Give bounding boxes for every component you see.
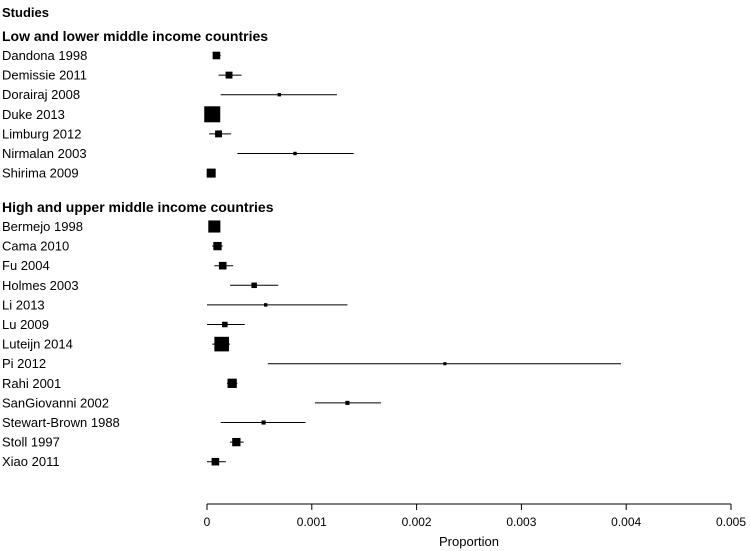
point-estimate bbox=[214, 336, 229, 352]
study-label: SanGiovanni 2002 bbox=[2, 395, 109, 410]
study-label: Bermejo 1998 bbox=[2, 219, 83, 234]
study-row: Stoll 1997 bbox=[2, 435, 244, 450]
study-label: Dorairaj 2008 bbox=[2, 87, 80, 102]
study-label: Lu 2009 bbox=[2, 317, 49, 332]
study-row: Lu 2009 bbox=[2, 317, 245, 332]
point-estimate bbox=[206, 168, 216, 178]
study-row: Rahi 2001 bbox=[2, 376, 238, 391]
point-estimate bbox=[261, 420, 266, 425]
study-row: Limburg 2012 bbox=[2, 126, 232, 141]
x-axis-title: Proportion bbox=[439, 534, 499, 549]
point-estimate bbox=[227, 378, 237, 388]
point-estimate bbox=[443, 362, 447, 366]
study-label: Li 2013 bbox=[2, 297, 45, 312]
point-estimate bbox=[204, 106, 221, 123]
study-label: Limburg 2012 bbox=[2, 126, 82, 141]
study-row: Holmes 2003 bbox=[2, 278, 279, 293]
study-row: Xiao 2011 bbox=[2, 454, 226, 469]
point-estimate bbox=[208, 220, 221, 233]
study-label: Dandona 1998 bbox=[2, 48, 87, 63]
study-label: Shirima 2009 bbox=[2, 166, 79, 181]
group-heading: High and upper middle income countries bbox=[2, 199, 274, 215]
study-group: High and upper middle income countries Be… bbox=[2, 199, 621, 469]
x-tick-label: 0.002 bbox=[402, 515, 432, 529]
study-label: Luteijn 2014 bbox=[2, 337, 73, 352]
x-tick-label: 0.001 bbox=[297, 515, 327, 529]
study-label: Fu 2004 bbox=[2, 258, 50, 273]
study-row: Duke 2013 bbox=[2, 106, 221, 123]
x-tick-label: 0.003 bbox=[506, 515, 536, 529]
chart-title: Studies bbox=[2, 5, 49, 20]
study-label: Duke 2013 bbox=[2, 107, 65, 122]
study-row: Cama 2010 bbox=[2, 239, 223, 254]
x-tick-label: 0 bbox=[204, 515, 211, 529]
study-row: Shirima 2009 bbox=[2, 166, 216, 181]
study-row: Dandona 1998 bbox=[2, 48, 221, 63]
point-estimate bbox=[263, 303, 268, 307]
study-label: Cama 2010 bbox=[2, 239, 69, 254]
study-label: Stoll 1997 bbox=[2, 435, 60, 450]
point-estimate bbox=[212, 51, 221, 60]
point-estimate bbox=[232, 437, 241, 447]
point-estimate bbox=[215, 130, 222, 138]
study-row: Fu 2004 bbox=[2, 258, 234, 273]
study-row: Bermejo 1998 bbox=[2, 219, 221, 234]
study-row: Li 2013 bbox=[2, 297, 348, 312]
point-estimate bbox=[345, 400, 350, 405]
study-row: Nirmalan 2003 bbox=[2, 146, 354, 161]
study-row: Luteijn 2014 bbox=[2, 336, 231, 352]
point-estimate bbox=[218, 261, 227, 270]
study-row: Pi 2012 bbox=[2, 356, 621, 371]
x-tick-label: 0.004 bbox=[611, 515, 641, 529]
x-tick-label: 0.005 bbox=[716, 515, 746, 529]
point-estimate bbox=[211, 457, 220, 466]
study-label: Holmes 2003 bbox=[2, 278, 79, 293]
study-label: Nirmalan 2003 bbox=[2, 146, 87, 161]
x-axis: 0 0.001 0.002 0.003 0.004 0.005 bbox=[204, 503, 746, 529]
study-row: Demissie 2011 bbox=[2, 68, 242, 83]
point-estimate bbox=[213, 241, 222, 251]
point-estimate bbox=[251, 282, 257, 289]
study-label: Xiao 2011 bbox=[2, 454, 60, 469]
study-label: Demissie 2011 bbox=[2, 68, 87, 83]
study-label: Rahi 2001 bbox=[2, 376, 61, 391]
study-group: Low and lower middle income countries Dan… bbox=[2, 28, 354, 181]
point-estimate bbox=[222, 321, 228, 328]
study-row: SanGiovanni 2002 bbox=[2, 395, 381, 410]
study-row: Dorairaj 2008 bbox=[2, 87, 337, 102]
point-estimate bbox=[293, 151, 297, 156]
point-estimate bbox=[225, 71, 233, 79]
study-label: Stewart-Brown 1988 bbox=[2, 415, 120, 430]
study-row: Stewart-Brown 1988 bbox=[2, 415, 306, 430]
point-estimate bbox=[277, 93, 282, 97]
group-heading: Low and lower middle income countries bbox=[2, 28, 268, 44]
study-label: Pi 2012 bbox=[2, 356, 46, 371]
